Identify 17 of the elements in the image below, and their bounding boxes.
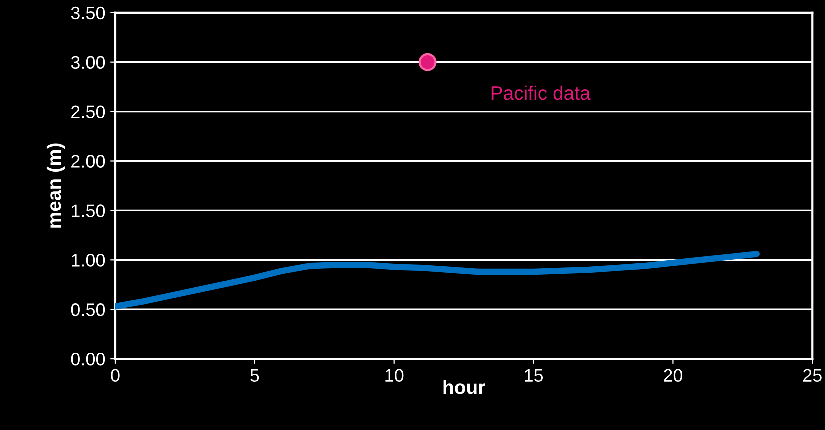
y-tick-label: 1.00 [72,254,106,267]
x-axis-title: hour [444,380,486,394]
y-tick-label: 2.00 [72,155,106,168]
x-tick-label: 20 [664,369,683,382]
x-tick-label: 10 [386,369,404,382]
y-tick-label: 3.00 [71,56,106,70]
y-tick-label: 1.50 [72,204,106,218]
x-tick-label: 5 [250,369,260,382]
y-tick-label: 0.50 [71,304,106,316]
y-tick-label: 3.50 [71,6,106,20]
y-axis-title: mean (m) [46,144,66,228]
y-tick-label: 0.00 [71,352,106,366]
x-tick-label: 15 [525,369,544,382]
x-tick-label: 25 [803,369,822,382]
x-tick-label: 0 [111,369,120,382]
text: Pacific data [492,86,591,100]
y-tick-label: 2.50 [72,106,106,119]
